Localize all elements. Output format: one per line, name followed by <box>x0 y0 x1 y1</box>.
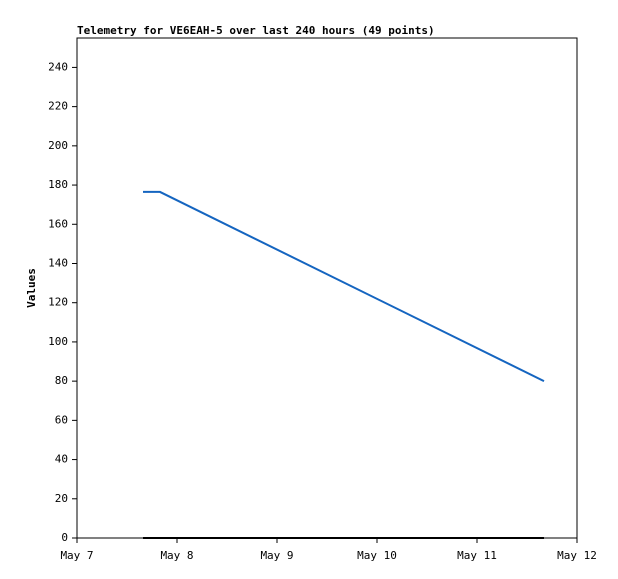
x-tick-label: May 10 <box>357 549 397 562</box>
plot-frame <box>76 37 578 539</box>
chart-title: Telemetry for VE6EAH-5 over last 240 hou… <box>77 24 435 37</box>
y-tick-label: 100 <box>48 335 68 348</box>
y-tick-label: 180 <box>48 178 68 191</box>
y-tick-label: 160 <box>48 217 68 230</box>
y-tick-label: 200 <box>48 139 68 152</box>
x-tick-label: May 8 <box>160 549 193 562</box>
y-tick-label: 40 <box>55 453 68 466</box>
x-tick-label: May 12 <box>557 549 597 562</box>
x-tick-label: May 11 <box>457 549 497 562</box>
x-tick-label: May 7 <box>60 549 93 562</box>
y-tick-label: 240 <box>48 60 68 73</box>
y-tick-label: 220 <box>48 100 68 113</box>
y-tick-label: 0 <box>61 531 68 544</box>
y-tick-label: 20 <box>55 492 68 505</box>
series-line <box>143 190 545 383</box>
y-tick-label: 80 <box>55 374 68 387</box>
x-tick-label: May 9 <box>260 549 293 562</box>
y-tick-label: 140 <box>48 256 68 269</box>
y-tick-label: 120 <box>48 296 68 309</box>
y-axis-label: Values <box>25 268 38 308</box>
y-tick-label: 60 <box>55 413 68 426</box>
